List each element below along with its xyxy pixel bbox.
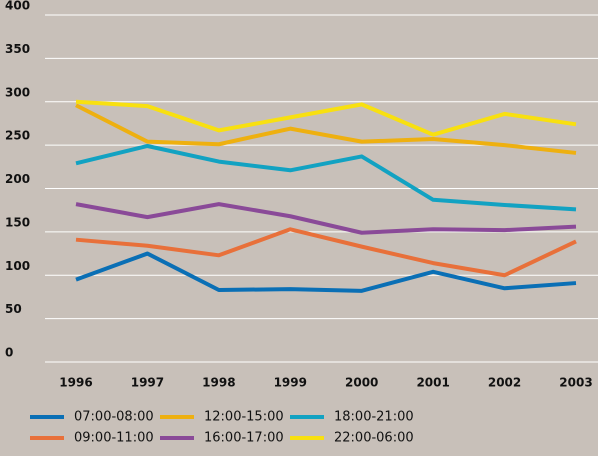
y-tick-label: 200 <box>5 172 30 186</box>
y-tick-label: 50 <box>5 302 22 316</box>
x-tick-label: 2003 <box>559 376 592 390</box>
y-tick-label: 300 <box>5 85 30 99</box>
legend-label: 22:00-06:00 <box>334 431 414 446</box>
y-tick-label: 350 <box>5 42 30 56</box>
legend-label: 18:00-21:00 <box>334 410 414 425</box>
y-tick-label: 250 <box>5 129 30 143</box>
x-tick-label: 1998 <box>202 376 235 390</box>
y-tick-label: 100 <box>5 259 30 273</box>
x-tick-label: 1999 <box>274 376 307 390</box>
series-line <box>75 99 577 137</box>
x-tick-label: 1997 <box>131 376 164 390</box>
y-tick-label: 400 <box>5 0 30 13</box>
legend-label: 07:00-08:00 <box>74 410 154 425</box>
series-line <box>75 143 577 212</box>
series-line <box>75 103 577 155</box>
series-line <box>75 227 577 278</box>
x-tick-label: 2001 <box>416 376 449 390</box>
x-tick-label: 2000 <box>345 376 378 390</box>
series-line <box>75 202 577 235</box>
x-tick-label: 2002 <box>488 376 521 390</box>
series-line <box>75 251 577 293</box>
legend-label: 09:00-11:00 <box>74 431 154 446</box>
legend-label: 12:00-15:00 <box>204 410 284 425</box>
legend-label: 16:00-17:00 <box>204 431 284 446</box>
x-tick-label: 1996 <box>59 376 92 390</box>
y-tick-label: 150 <box>5 215 30 229</box>
y-tick-label: 0 <box>5 346 13 360</box>
